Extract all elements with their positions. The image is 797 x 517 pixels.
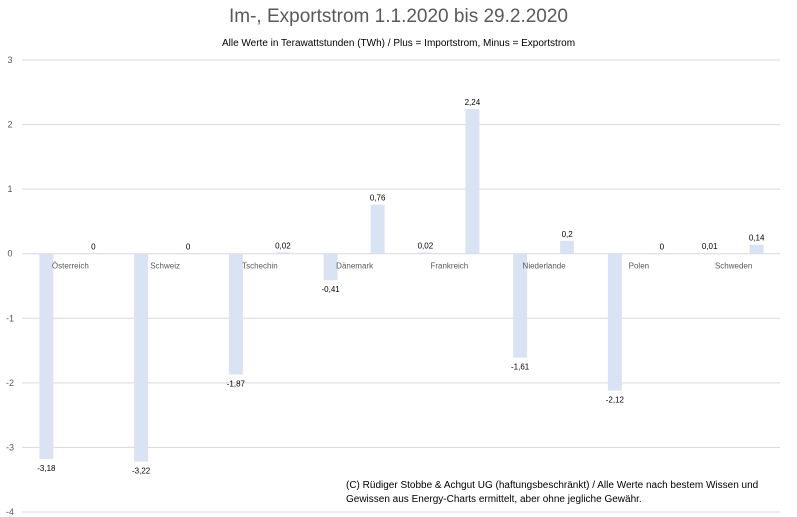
y-tick-label: 1 (7, 184, 12, 194)
data-label: -3,22 (132, 467, 151, 476)
y-tick-label: 2 (7, 120, 12, 130)
bar (228, 253, 243, 375)
y-tick-label: 3 (7, 55, 12, 65)
bar (370, 204, 385, 254)
chart-title: Im-, Exportstrom 1.1.2020 bis 29.2.2020 (228, 6, 568, 27)
data-label: 0,2 (562, 230, 574, 239)
y-tick-label: -1 (6, 313, 14, 323)
bar (86, 253, 101, 255)
y-tick-label: -3 (6, 442, 14, 452)
bar (323, 253, 338, 281)
data-label: 2,24 (465, 98, 481, 107)
bar (702, 253, 717, 254)
data-label: 0,14 (749, 234, 765, 243)
y-tick-label: -2 (6, 378, 14, 388)
x-tick-label: Niederlande (523, 262, 567, 271)
y-tick-label: -4 (6, 507, 14, 517)
copyright-note: (C) Rüdiger Stobbe & Achgut UG (haftungs… (346, 479, 776, 507)
bar (181, 253, 196, 255)
data-label: 0 (91, 243, 96, 252)
data-label: 0,02 (275, 241, 291, 250)
x-tick-label: Polen (629, 262, 649, 271)
x-tick-label: Frankreich (430, 262, 468, 271)
bar (418, 252, 433, 254)
data-label: 0 (186, 243, 191, 252)
data-label: -1,61 (511, 363, 530, 372)
bar (513, 253, 528, 358)
data-label: -0,41 (322, 285, 341, 294)
bar (39, 253, 54, 460)
data-label: 0,02 (418, 241, 434, 250)
data-label: -1,87 (227, 379, 246, 388)
bar (749, 244, 764, 254)
x-tick-label: Dänemark (336, 262, 374, 271)
bar (465, 109, 480, 254)
x-tick-label: Schweden (715, 262, 752, 271)
x-tick-label: Österreich (52, 262, 89, 271)
y-tick-label: 0 (7, 249, 12, 259)
x-tick-label: Schweiz (150, 262, 180, 271)
x-tick-label: Tschechin (242, 262, 278, 271)
data-label: -2,12 (606, 396, 625, 405)
data-label: -3,18 (37, 464, 56, 473)
data-label: 0 (660, 243, 665, 252)
bar (654, 253, 669, 255)
bar (275, 252, 290, 254)
bar (560, 240, 575, 254)
bar (607, 253, 622, 391)
data-label: 0,76 (370, 194, 386, 203)
bar (134, 253, 149, 462)
data-label: 0,01 (702, 242, 718, 251)
chart-subtitle: Alle Werte in Terawattstunden (TWh) / Pl… (217, 38, 580, 49)
